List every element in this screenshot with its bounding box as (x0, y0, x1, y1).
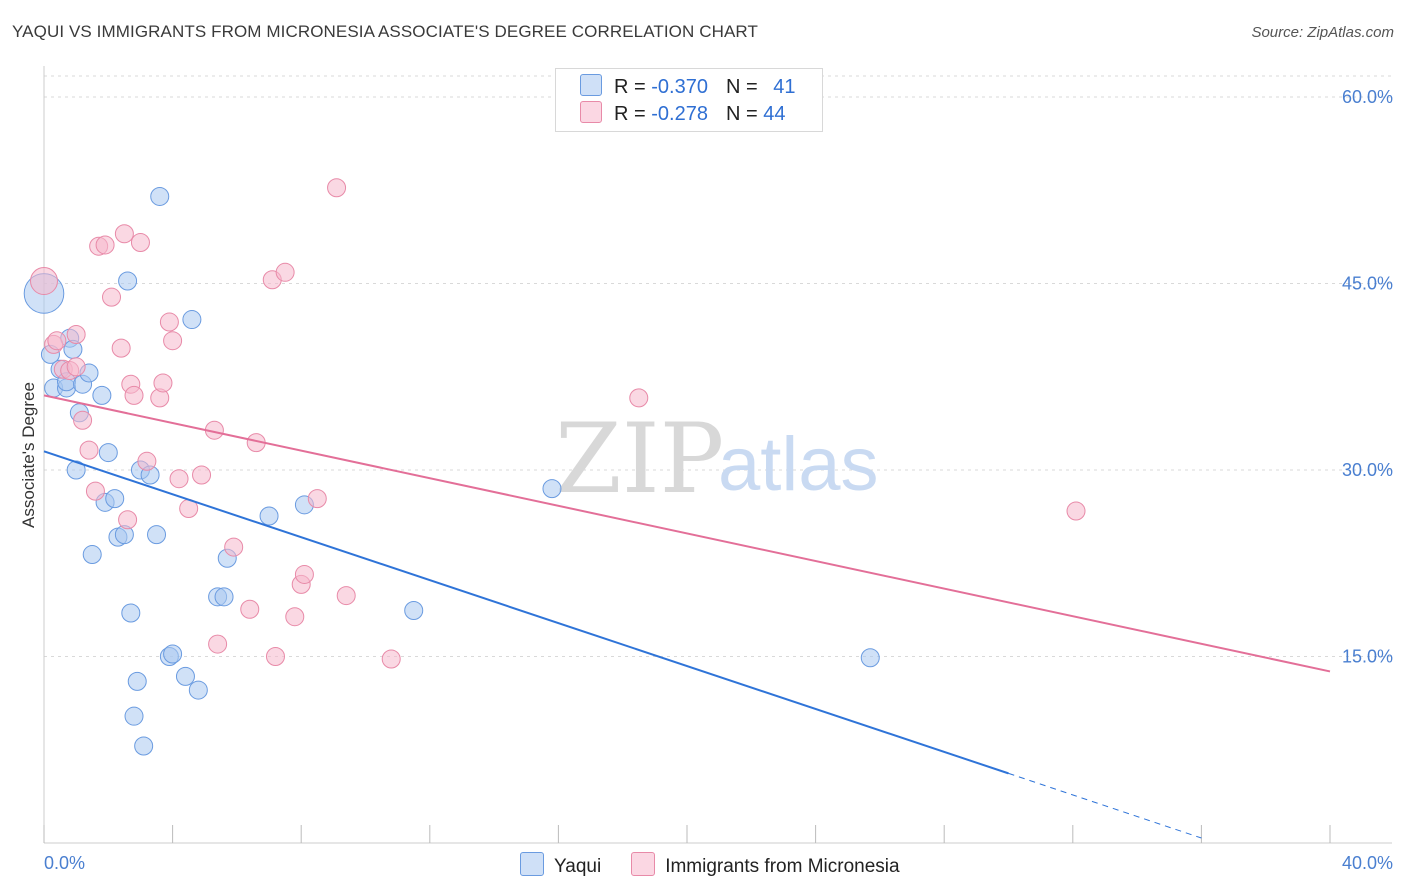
scatter-point (175, 666, 195, 686)
scatter-point (192, 465, 212, 485)
scatter-point (114, 224, 134, 244)
trend-line-micronesia (43, 394, 1331, 673)
watermark-zip: ZIP (555, 403, 724, 515)
scatter-point (111, 338, 131, 358)
gridlines (44, 75, 1392, 657)
scatter-point (404, 600, 424, 620)
scatter-point (66, 460, 86, 480)
scatter-point (98, 443, 118, 463)
bottom-legend-yaqui: Yaqui (554, 856, 602, 877)
legend-r-value: -0.278 (651, 103, 708, 125)
scatter-point (66, 324, 86, 344)
legend-n-value: 44 (763, 103, 786, 125)
scatter-point (147, 525, 167, 545)
legend-n-label: N = (725, 103, 764, 125)
scatter-point (182, 310, 202, 330)
scatter-point (214, 587, 234, 607)
scatter-point (127, 671, 147, 691)
scatter-point (150, 186, 170, 206)
trend-line-yaqui (43, 450, 1009, 775)
trend-lines (43, 394, 1331, 839)
series-micronesia-points (30, 178, 1086, 669)
y-tick-label: 60.0% (1342, 87, 1393, 107)
chart-title: YAQUI VS IMMIGRANTS FROM MICRONESIA ASSO… (12, 22, 758, 41)
bottom-legend-swatch-micronesia (631, 852, 656, 876)
legend-row-yaqui: R = -0.370 N = 41 (580, 74, 795, 102)
scatter-point (137, 451, 157, 471)
scatter-point (294, 564, 314, 584)
scatter-point (259, 506, 279, 526)
legend-swatch-micronesia (580, 101, 602, 123)
scatter-point (85, 481, 105, 501)
scatter-point (1066, 501, 1086, 521)
scatter-point (79, 440, 99, 460)
legend-r-value: -0.370 (651, 76, 708, 98)
legend: R = -0.370 N = 41 R = -0.278 N = 44 (555, 68, 823, 132)
scatter-point (124, 706, 144, 726)
scatter-point (153, 373, 173, 393)
legend-n-value: 41 (773, 76, 796, 98)
scatter-point (542, 479, 562, 499)
scatter-point (327, 178, 347, 198)
scatter-point (307, 489, 327, 509)
scatter-point (208, 634, 228, 654)
scatter-point (629, 388, 649, 408)
scatter-point (92, 385, 112, 405)
watermark: ZIP atlas (555, 403, 879, 515)
scatter-point (275, 262, 295, 282)
scatter-point (73, 410, 93, 430)
y-tick-label: 45.0% (1342, 274, 1393, 294)
scatter-point (118, 271, 138, 291)
scatter-point (105, 489, 125, 509)
y-tick-label: 30.0% (1342, 460, 1393, 480)
scatter-point (124, 385, 144, 405)
x-tick-label: 40.0% (1342, 853, 1393, 873)
bottom-legend: Yaqui Immigrants from Micronesia (520, 852, 900, 878)
scatter-point (66, 357, 86, 377)
scatter-point (95, 235, 115, 255)
axes (43, 66, 1392, 844)
legend-r-label: R = (614, 76, 652, 98)
scatter-point (285, 607, 305, 627)
scatter-point (163, 331, 183, 351)
scatter-point (381, 649, 401, 669)
scatter-point (336, 586, 356, 606)
scatter-point (121, 603, 141, 623)
scatter-point (82, 545, 102, 565)
scatter-point (118, 510, 138, 530)
scatter-point (265, 647, 285, 666)
scatter-point (130, 232, 150, 252)
y-tick-label: 15.0% (1342, 647, 1393, 667)
scatter-point (102, 287, 122, 307)
source-credit: Source: ZipAtlas.com (1251, 24, 1394, 41)
x-tick-label: 0.0% (44, 853, 85, 873)
legend-n-label: N = (725, 76, 764, 98)
legend-swatch-yaqui (580, 74, 602, 96)
scatter-point (240, 599, 260, 619)
watermark-atlas: atlas (718, 422, 879, 507)
scatter-point (188, 680, 208, 700)
legend-row-micronesia: R = -0.278 N = 44 (580, 101, 785, 129)
scatter-point (47, 331, 67, 351)
y-axis-label: Associate's Degree (19, 382, 38, 528)
scatter-point (224, 537, 244, 557)
scatter-point (163, 644, 183, 664)
scatter-point (169, 469, 189, 489)
bottom-legend-micronesia: Immigrants from Micronesia (665, 856, 900, 877)
scatter-point (159, 312, 179, 332)
scatter-point (860, 648, 880, 668)
trend-line-yaqui-extension (1008, 772, 1202, 839)
legend-r-label: R = (614, 103, 652, 125)
scatter-point (134, 736, 154, 756)
tick-labels: 15.0% 30.0% 45.0% 60.0% 0.0% 40.0% (44, 87, 1393, 873)
scatter-point (30, 267, 58, 296)
bottom-legend-swatch-yaqui (520, 852, 544, 876)
